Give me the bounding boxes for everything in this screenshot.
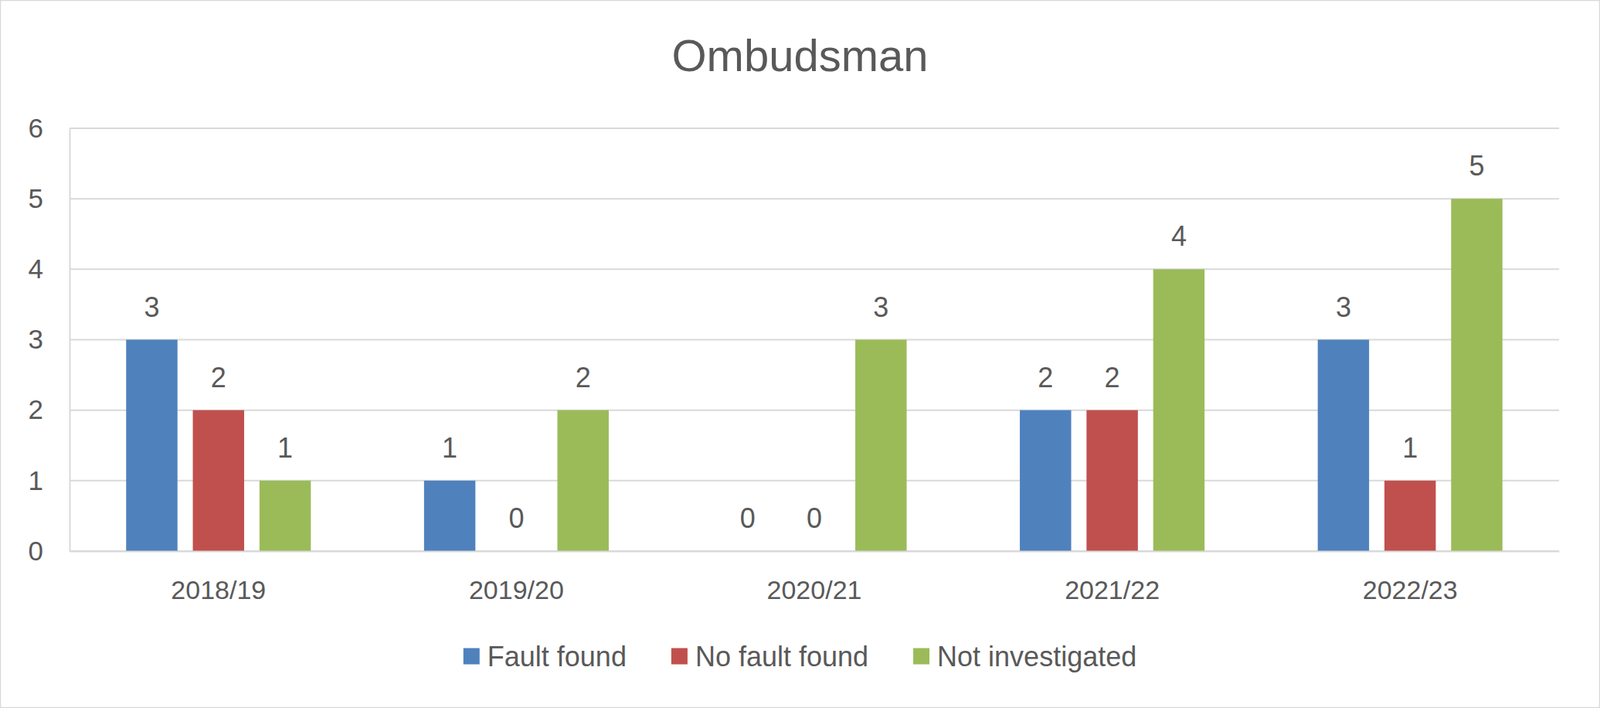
grid xyxy=(69,128,1560,551)
bar xyxy=(1318,339,1370,552)
data-label: 1 xyxy=(441,431,458,464)
data-label: 3 xyxy=(873,291,889,323)
y-axis-line xyxy=(69,129,72,552)
data-label: 0 xyxy=(806,502,823,534)
legend-item: No fault found xyxy=(671,640,869,673)
bar xyxy=(557,410,609,551)
legend-swatch xyxy=(463,648,480,665)
y-tick-label: 4 xyxy=(28,253,44,284)
y-tick: 5 xyxy=(28,183,70,214)
data-label: 2 xyxy=(1037,361,1054,394)
data-label: 2 xyxy=(575,361,592,394)
data-label: 5 xyxy=(1468,149,1485,182)
x-tick: 2019/20 xyxy=(468,550,564,605)
x-tick-label: 2018/19 xyxy=(170,574,266,605)
y-tick: 0 xyxy=(28,535,70,566)
y-tick-label: 0 xyxy=(28,535,44,566)
x-tick-label: 2020/21 xyxy=(767,574,863,605)
y-tick: 4 xyxy=(28,253,70,284)
chart-frame xyxy=(0,0,1600,708)
bar xyxy=(259,480,311,551)
legend-swatch xyxy=(671,648,688,665)
plot: 0 1 2 3 4 5 6 3 1 0 2 3 2 0 0 2 1 1 2 3 4 5 2018/19 2019/20 2020… xyxy=(28,112,1560,605)
legend-item: Not investigated xyxy=(913,640,1137,673)
x-tick: 2018/19 xyxy=(170,550,266,605)
y-tick-label: 2 xyxy=(28,394,44,425)
y-tick: 3 xyxy=(28,323,70,354)
legend: Fault found No fault found Not investigate… xyxy=(463,640,1137,673)
chart: Ombudsman01234563102320021123452018/1920… xyxy=(0,0,1600,708)
legend-label: No fault found xyxy=(695,640,869,673)
data-label: 1 xyxy=(277,431,293,464)
x-axis: 2018/19 2019/20 2020/21 2021/22 2022/23 xyxy=(70,550,1560,605)
legend-label: Fault found xyxy=(487,640,627,673)
x-axis-line xyxy=(70,550,1560,553)
bar xyxy=(1086,410,1138,551)
data-label: 0 xyxy=(508,502,524,534)
data-label: 2 xyxy=(210,361,227,394)
bar xyxy=(1019,410,1071,551)
x-tick: 2020/21 xyxy=(767,550,863,605)
bar xyxy=(855,339,907,552)
data-labels: 3 1 0 2 3 2 0 0 2 1 1 2 3 4 5 xyxy=(143,149,1485,534)
data-label: 3 xyxy=(1335,291,1352,323)
x-tick-label: 2019/20 xyxy=(468,574,564,605)
y-tick-label: 3 xyxy=(28,323,44,354)
y-tick: 2 xyxy=(28,394,70,425)
x-tick-label: 2022/23 xyxy=(1362,574,1458,605)
bar xyxy=(125,339,177,552)
y-tick: 6 xyxy=(28,112,70,143)
bars xyxy=(125,198,1502,551)
data-label: 0 xyxy=(740,502,756,534)
data-label: 4 xyxy=(1171,220,1187,252)
data-label: 3 xyxy=(143,291,160,323)
bar xyxy=(1153,268,1205,551)
legend-item: Fault found xyxy=(463,640,627,673)
y-tick-label: 1 xyxy=(28,465,44,496)
x-tick: 2022/23 xyxy=(1362,550,1458,605)
grid-line xyxy=(69,197,1560,200)
x-tick: 2021/22 xyxy=(1064,550,1160,605)
chart-title: Ombudsman xyxy=(671,30,928,81)
x-tick-label: 2021/22 xyxy=(1064,574,1160,605)
data-label: 1 xyxy=(1402,431,1418,464)
bar xyxy=(424,480,476,551)
legend-swatch xyxy=(913,648,930,665)
grid-line xyxy=(69,127,1560,130)
y-axis: 0 1 2 3 4 5 6 xyxy=(28,112,71,566)
grid-line xyxy=(69,268,1560,270)
bar-series xyxy=(259,198,1503,551)
bar xyxy=(1384,480,1436,551)
data-label: 2 xyxy=(1104,361,1121,394)
y-tick-label: 6 xyxy=(28,112,44,143)
bar xyxy=(193,410,245,551)
bar xyxy=(1450,198,1502,551)
legend-label: Not investigated xyxy=(937,640,1137,673)
y-tick-label: 5 xyxy=(28,183,44,214)
y-tick: 1 xyxy=(28,465,70,496)
bar-series xyxy=(193,410,1437,551)
